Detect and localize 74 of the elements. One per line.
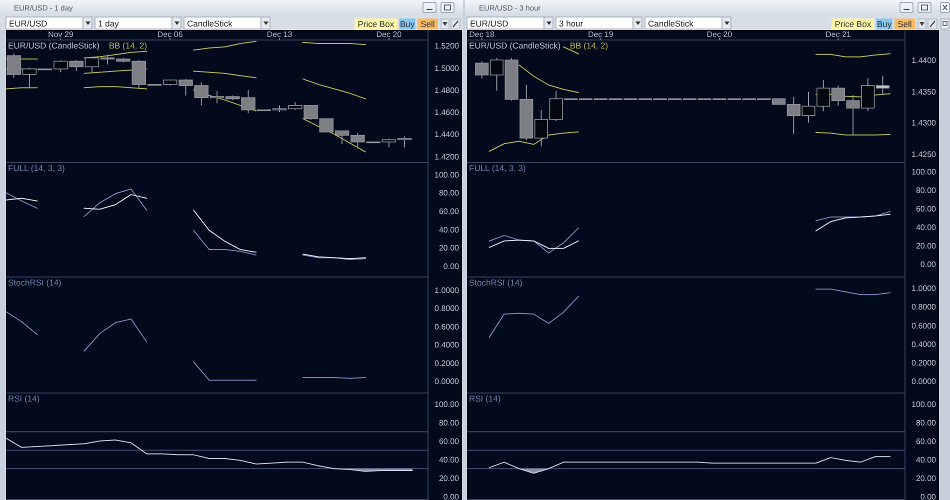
- text: Price Box: [358, 19, 395, 29]
- text: EUR/USD: [470, 18, 508, 28]
- chart-title: RSI (14): [8, 394, 40, 404]
- y-tick-label: 80.00: [438, 188, 460, 198]
- series-label: BB (14, 2): [108, 40, 148, 50]
- x-tick-label: Dec 18: [469, 30, 496, 39]
- y-tick-label: 100.00: [434, 170, 460, 180]
- text: CandleStick: [648, 18, 694, 28]
- chart-title: FULL (14, 3, 3): [469, 163, 526, 173]
- y-tick-label: 1.4200: [434, 152, 460, 162]
- y-tick-label: 1.4600: [434, 108, 460, 118]
- text: Sell: [420, 19, 435, 29]
- chart-subtitle: EUR/USD (CandleStick): [469, 40, 561, 50]
- y-tick-label: 1.0000: [912, 284, 937, 294]
- y-tick-label: 1.4400: [434, 130, 460, 140]
- y-tick-label: 80.00: [916, 418, 937, 428]
- y-tick-label: 0.8000: [912, 302, 937, 312]
- text: Sell: [898, 19, 912, 29]
- y-tick-label: 40.00: [438, 455, 460, 464]
- y-tick-label: 1.4350: [912, 87, 937, 96]
- y-tick-label: 100.00: [912, 400, 937, 410]
- y-tick-label: 1.4250: [912, 150, 937, 159]
- y-tick-label: 20.00: [438, 474, 460, 483]
- y-tick-label: 100.00: [912, 168, 937, 177]
- y-tick-label: 0.4000: [912, 340, 937, 349]
- y-tick-label: 80.00: [438, 418, 460, 428]
- x-tick-label: Dec 20: [376, 30, 402, 39]
- x-tick-label: Dec 21: [826, 30, 852, 39]
- y-tick-label: 40.00: [438, 225, 460, 234]
- x-tick-label: Dec 19: [588, 30, 614, 39]
- y-tick-label: 100.00: [434, 400, 460, 410]
- chart-title: FULL (14, 3, 3): [8, 163, 66, 173]
- y-tick-label: 0.0000: [912, 376, 937, 386]
- y-tick-label: 60.00: [438, 436, 460, 446]
- y-tick-label: 40.00: [916, 455, 937, 464]
- y-tick-label: 0.8000: [434, 304, 460, 314]
- text: EUR/USD: [9, 18, 48, 28]
- text: Price Box: [834, 19, 872, 29]
- y-tick-label: 1.0000: [434, 286, 460, 295]
- y-tick-label: 20.00: [438, 244, 460, 253]
- y-tick-label: 60.00: [916, 436, 937, 446]
- y-tick-label: 0.2000: [434, 358, 460, 368]
- y-tick-label: 20.00: [916, 474, 937, 483]
- y-tick-label: 0.4000: [434, 340, 460, 350]
- y-tick-label: 0.00: [443, 492, 460, 500]
- y-tick-label: 1.4300: [912, 118, 937, 128]
- x-tick-label: Dec 20: [706, 30, 733, 39]
- y-tick-label: 0.00: [443, 262, 460, 272]
- y-tick-label: 80.00: [916, 186, 937, 196]
- y-tick-label: 1.5000: [434, 64, 460, 73]
- chart-title: StochRSI (14): [8, 278, 62, 288]
- y-tick-label: 0.6000: [434, 322, 460, 332]
- series-label: BB (14, 2): [570, 40, 608, 50]
- text: CandleStick: [187, 18, 234, 28]
- y-tick-label: 60.00: [438, 207, 460, 216]
- chart-title: StochRSI (14): [469, 278, 523, 288]
- y-tick-label: 1.4400: [912, 56, 937, 65]
- y-tick-label: 1.5200: [434, 42, 460, 51]
- x-tick-label: Dec 06: [157, 30, 184, 39]
- y-tick-label: 40.00: [916, 223, 937, 232]
- y-tick-label: 0.2000: [912, 358, 937, 368]
- x-tick-label: Dec 13: [266, 30, 293, 39]
- y-tick-label: 0.00: [920, 492, 937, 500]
- y-tick-label: 1.4800: [434, 86, 460, 95]
- chart-subtitle: EUR/USD (CandleStick): [8, 40, 100, 50]
- y-tick-label: 0.00: [920, 260, 937, 270]
- y-tick-label: 20.00: [916, 242, 937, 251]
- y-tick-label: 0.6000: [912, 321, 937, 330]
- text: 1 day: [98, 18, 120, 28]
- text: 3 hour: [559, 18, 584, 28]
- x-tick-label: Nov 29: [48, 30, 74, 39]
- y-tick-label: 60.00: [916, 204, 937, 214]
- chart-title: RSI (14): [469, 394, 501, 404]
- y-tick-label: 0.0000: [434, 377, 460, 386]
